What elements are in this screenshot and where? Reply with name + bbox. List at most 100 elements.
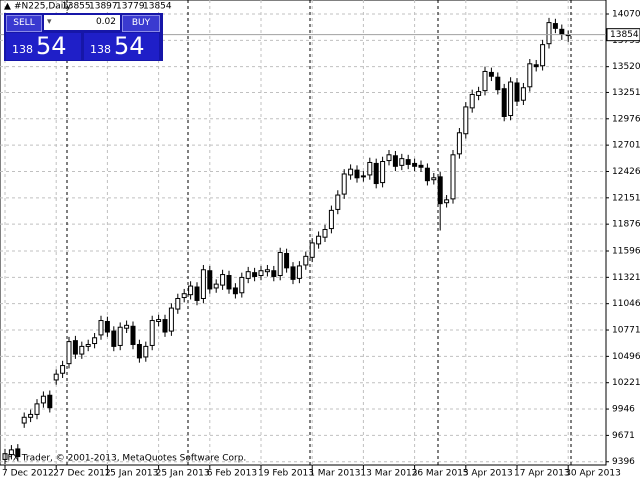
x-tick-label: 30 Apr 2013 <box>565 469 621 479</box>
y-tick-label: 9396 <box>612 457 635 467</box>
candle-body <box>156 319 162 322</box>
header-close: 13854 <box>143 2 172 12</box>
symbol: #N225,Daily <box>14 2 72 12</box>
y-tick-label: 14070 <box>612 9 640 19</box>
buy-button[interactable]: BUY <box>122 15 160 32</box>
candle-body <box>21 416 27 424</box>
candle-body <box>277 252 283 277</box>
candle-body <box>200 269 206 300</box>
header-low: 13779 <box>116 2 145 12</box>
candle-body <box>15 448 21 458</box>
candle-body <box>373 162 379 185</box>
candle-body <box>28 413 34 418</box>
x-tick-label: 27 Dec 2012 <box>53 469 110 479</box>
candle-body <box>232 287 238 295</box>
candle-body <box>424 167 430 182</box>
candle-body <box>143 345 149 358</box>
candle-body <box>271 270 277 277</box>
y-tick-label: 11596 <box>612 246 640 256</box>
candle-body <box>335 194 341 210</box>
candle-body <box>226 275 232 290</box>
candle-body <box>552 23 558 29</box>
candle-body <box>501 88 507 117</box>
candle-body <box>444 199 450 204</box>
candle-body <box>469 93 475 109</box>
candle-body <box>79 345 85 355</box>
y-tick-label: 10771 <box>612 326 640 336</box>
candle-body <box>450 154 456 200</box>
y-tick-label: 12151 <box>612 193 640 203</box>
x-tick-label: 15 Jan 2013 <box>104 469 158 479</box>
candle-body <box>40 395 46 404</box>
candle-body <box>559 28 565 35</box>
lot-arrow[interactable]: ▾ <box>47 17 52 27</box>
candle-body <box>130 325 136 345</box>
candle-body <box>303 255 309 266</box>
sell-price-prefix: 138 <box>12 43 33 56</box>
candle-body <box>533 64 539 68</box>
candle-body <box>495 76 501 91</box>
candle-body <box>149 320 155 346</box>
candle-body <box>456 132 462 155</box>
candle-body <box>418 164 424 168</box>
candle-body <box>47 394 53 409</box>
y-tick-label: 11321 <box>612 273 640 283</box>
candle-body <box>437 176 443 205</box>
candle-body <box>111 330 117 347</box>
candle-body <box>540 44 546 67</box>
x-tick-label: 19 Feb 2013 <box>258 469 314 479</box>
y-tick-label: 12976 <box>612 114 640 124</box>
candle-body <box>328 209 334 230</box>
candle-body <box>482 70 488 92</box>
price-label-box <box>606 28 640 42</box>
candle-body <box>117 326 123 346</box>
sell-price[interactable]: 138 54 <box>6 32 81 60</box>
buy-price[interactable]: 138 54 <box>84 32 159 60</box>
sell-price-pips: 54 <box>36 32 67 60</box>
y-tick-label: 11046 <box>612 299 640 309</box>
candle-body <box>290 266 296 280</box>
candle-body <box>527 63 533 88</box>
candle-body <box>252 272 258 277</box>
candle-body <box>341 173 347 195</box>
candle-body <box>8 449 14 456</box>
candle-body <box>207 270 213 290</box>
x-tick-label: 6 Feb 2013 <box>207 469 257 479</box>
candle-body <box>245 271 251 279</box>
candle-body <box>188 285 194 296</box>
candle-body <box>284 252 290 269</box>
candle-body <box>386 154 392 162</box>
candle-body <box>380 161 386 184</box>
plot-frame <box>0 0 607 466</box>
candle-body <box>296 265 302 279</box>
candle-body <box>309 242 315 258</box>
candle-body <box>136 343 142 359</box>
buy-price-pips: 54 <box>114 32 145 60</box>
candle-body <box>66 341 72 365</box>
y-tick-label: 11876 <box>612 220 640 230</box>
candle-body <box>316 235 322 245</box>
x-tick-label: 26 Mar 2013 <box>412 469 469 479</box>
candle-body <box>239 276 245 294</box>
y-tick-label: 12426 <box>612 167 640 177</box>
candle-body <box>168 307 174 332</box>
candle-body <box>399 158 405 166</box>
one-click-panel: SELL ▾ 0.02 BUY 138 54 138 54 <box>4 13 163 61</box>
sell-button[interactable]: SELL <box>6 15 42 32</box>
lot-value: 0.02 <box>95 17 116 27</box>
candles <box>0 17 606 465</box>
lot-input[interactable]: ▾ 0.02 <box>44 15 120 30</box>
candle-body <box>488 71 494 77</box>
candle-body <box>546 22 552 45</box>
x-tick-label: 5 Apr 2013 <box>463 469 513 479</box>
candle-body <box>322 229 328 238</box>
x-tick-label: 25 Jan 2013 <box>156 469 210 479</box>
candle-body <box>162 319 168 333</box>
candle-body <box>2 453 8 460</box>
x-tick-label: 13 Mar 2013 <box>360 469 417 479</box>
candle-body <box>354 169 360 179</box>
y-tick-label: 9946 <box>612 405 635 415</box>
header-icon: ▲ <box>4 2 11 12</box>
